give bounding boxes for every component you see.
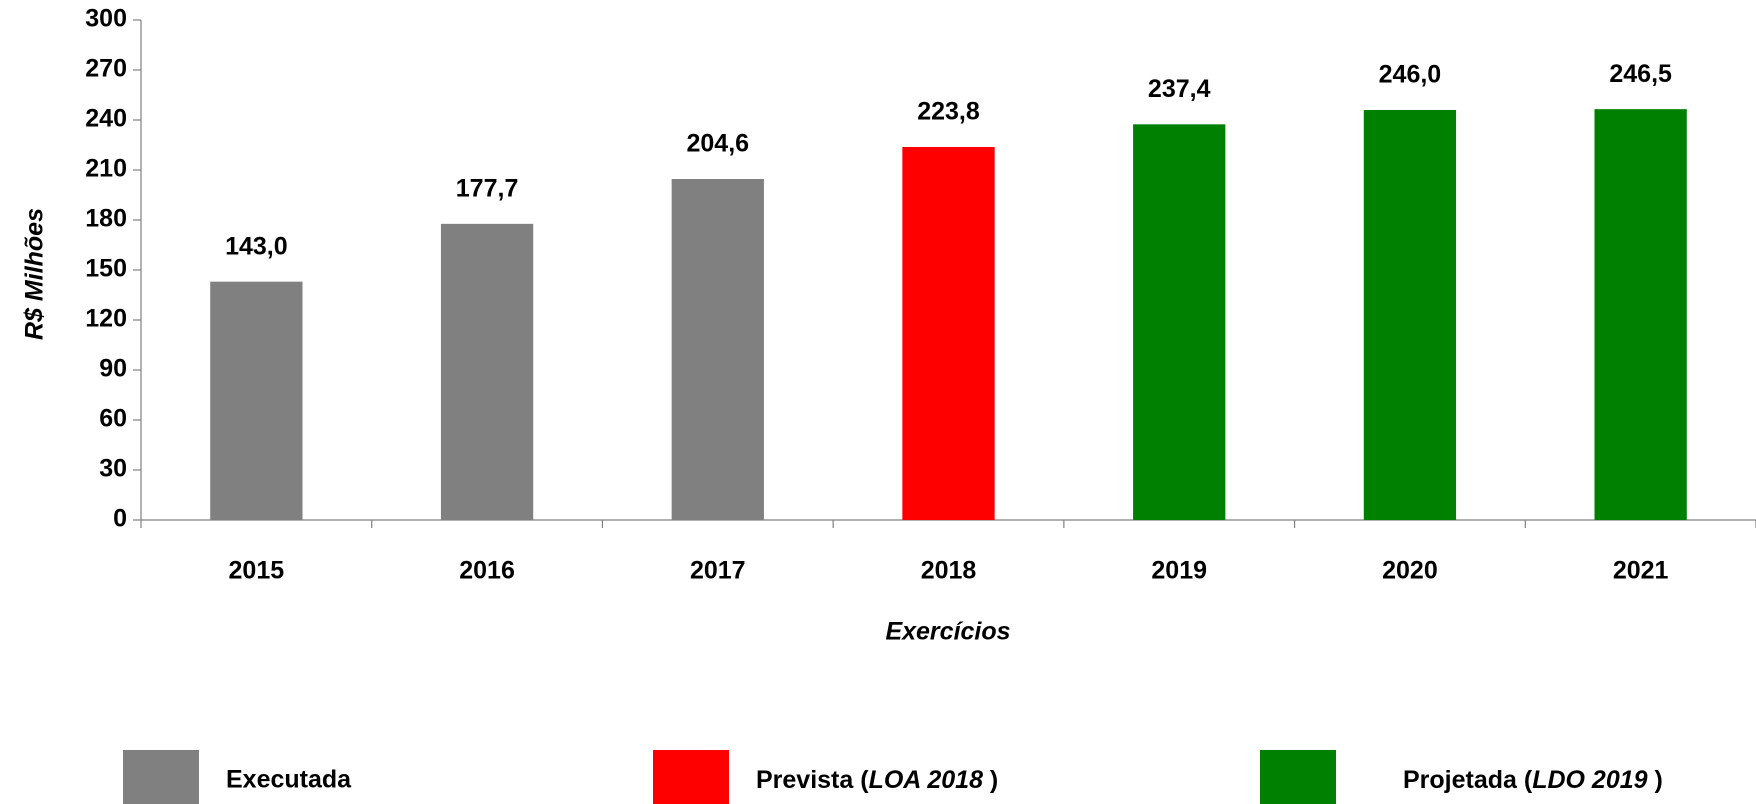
x-axis-title: Exercícios xyxy=(885,618,1010,646)
x-tick-label: 2015 xyxy=(229,557,285,585)
y-tick-label: 300 xyxy=(85,5,127,33)
y-axis-title: R$ Milhões xyxy=(21,208,49,340)
y-tick-label: 90 xyxy=(99,355,127,383)
y-tick-label: 150 xyxy=(85,255,127,283)
legend-swatch xyxy=(653,750,729,804)
y-tick-label: 210 xyxy=(85,155,127,183)
legend-swatch xyxy=(123,750,199,804)
y-tick-label: 270 xyxy=(85,55,127,83)
legend-label-part: LOA 2018 xyxy=(869,766,984,794)
x-tick-label: 2019 xyxy=(1151,557,1207,585)
legend-label-part: ) xyxy=(1648,766,1663,794)
bar xyxy=(671,179,764,520)
x-tick-label: 2020 xyxy=(1382,557,1438,585)
legend-label: Executada xyxy=(226,766,352,794)
bar xyxy=(1363,110,1457,520)
legend-swatch xyxy=(1260,750,1336,804)
data-label: 237,4 xyxy=(1148,75,1211,103)
y-tick-label: 0 xyxy=(113,505,127,533)
x-tick-label: 2017 xyxy=(690,557,746,585)
data-label: 143,0 xyxy=(225,232,288,260)
x-tick-label: 2021 xyxy=(1613,557,1669,585)
legend-label-part: LDO 2019 xyxy=(1532,766,1647,794)
y-tick-label: 30 xyxy=(99,455,127,483)
data-label: 177,7 xyxy=(456,174,519,202)
bar xyxy=(902,147,995,520)
y-tick-label: 120 xyxy=(85,305,127,333)
data-label: 246,5 xyxy=(1609,60,1672,88)
y-tick-label: 180 xyxy=(85,205,127,233)
x-tick-label: 2018 xyxy=(921,557,977,585)
x-tick-label: 2016 xyxy=(459,557,515,585)
bar xyxy=(1133,124,1226,520)
y-tick-label: 240 xyxy=(85,105,127,133)
legend-label-part: ) xyxy=(983,766,998,794)
bar xyxy=(440,223,534,521)
data-label: 246,0 xyxy=(1379,61,1442,89)
bar xyxy=(1594,109,1687,521)
legend-label-part: Projetada ( xyxy=(1403,766,1533,794)
y-tick-label: 60 xyxy=(99,405,127,433)
legend-label-part: Prevista ( xyxy=(756,766,869,794)
legend-label: Projetada (LDO 2019 ) xyxy=(1403,766,1663,794)
data-label: 223,8 xyxy=(917,98,980,126)
legend-label: Prevista (LOA 2018 ) xyxy=(756,766,998,794)
bar xyxy=(210,281,303,520)
data-label: 204,6 xyxy=(687,130,750,158)
